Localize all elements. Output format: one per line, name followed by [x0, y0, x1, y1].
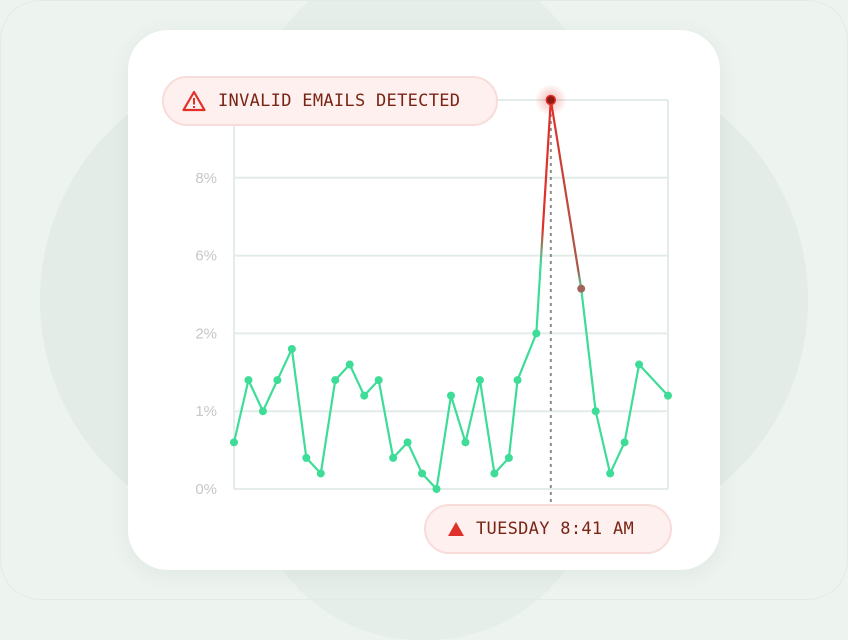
- y-tick-label: 1%: [195, 403, 217, 420]
- line-segment: [464, 378, 482, 444]
- data-point: [316, 469, 325, 478]
- triangle-up-icon: [448, 522, 464, 536]
- data-point: [504, 453, 513, 462]
- data-point: [230, 438, 238, 447]
- alert-badge: INVALID EMAILS DETECTED: [162, 76, 498, 126]
- line-segment: [247, 378, 265, 413]
- line-segment: [535, 98, 552, 335]
- data-point: [475, 376, 484, 385]
- data-point: [287, 344, 296, 353]
- data-point: [635, 360, 644, 369]
- line-segment: [348, 363, 366, 397]
- data-point: [331, 376, 340, 385]
- line-segment: [290, 347, 308, 459]
- y-tick-label: 0%: [195, 481, 217, 498]
- timestamp-badge: TUESDAY 8:41 AM: [424, 504, 672, 554]
- line-segment: [276, 347, 293, 382]
- line-segment: [507, 378, 519, 459]
- data-point: [273, 376, 282, 385]
- data-point: [403, 438, 412, 447]
- data-point: [490, 469, 499, 478]
- timestamp-label: TUESDAY 8:41 AM: [476, 519, 635, 539]
- line-segment: [516, 332, 538, 382]
- line-segment: [449, 394, 467, 444]
- line-segment: [406, 441, 424, 475]
- data-point: [345, 360, 354, 369]
- data-point: [591, 407, 600, 416]
- line-segment: [435, 394, 453, 491]
- line-segment: [377, 378, 395, 459]
- y-tick-label: 2%: [195, 325, 217, 342]
- line-segment: [232, 378, 250, 444]
- line-segment: [478, 378, 496, 475]
- data-point: [432, 485, 441, 493]
- line-segment: [580, 287, 597, 413]
- line-segment: [261, 378, 279, 413]
- data-point: [532, 329, 541, 338]
- data-point: [606, 469, 615, 478]
- data-point: [360, 391, 369, 400]
- alert-label: INVALID EMAILS DETECTED: [218, 91, 461, 111]
- data-point: [664, 391, 672, 400]
- y-tick-label: 6%: [195, 248, 217, 265]
- data-point: [447, 391, 455, 400]
- data-point: [461, 438, 470, 447]
- line-segment: [637, 363, 670, 397]
- data-point: [244, 376, 253, 385]
- line-segment: [609, 441, 626, 475]
- line-segment: [594, 410, 612, 475]
- data-point: [389, 453, 398, 462]
- peak-point: [545, 94, 557, 106]
- line-segment: [623, 363, 641, 444]
- line-chart: 0% 1% 2% 6% 8%: [195, 84, 672, 502]
- data-point: [302, 453, 311, 462]
- line-segment: [319, 378, 337, 475]
- data-point: [258, 407, 267, 416]
- data-point: [513, 376, 522, 385]
- anomaly-point: [577, 284, 586, 293]
- data-point: [418, 469, 427, 478]
- line-segment: [549, 98, 583, 290]
- warning-triangle-icon: [182, 90, 206, 112]
- data-point: [620, 438, 629, 447]
- data-point: [374, 376, 383, 385]
- y-tick-label: 8%: [195, 170, 217, 187]
